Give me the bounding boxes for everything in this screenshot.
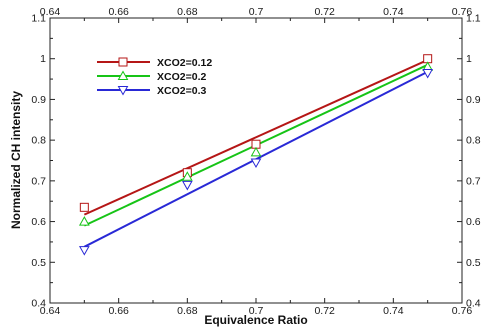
tick-marks bbox=[49, 17, 463, 304]
y-tick-label-left: 0.8 bbox=[31, 135, 46, 147]
y-tick-label-left: 0.7 bbox=[31, 175, 46, 187]
tick-labels: 0.64 0.64 0.66 0.66 0.68 0.68 0.7 0.7 0.72 0.72 0.… bbox=[31, 6, 480, 317]
y-tick-label-right: 1 bbox=[466, 53, 472, 65]
legend-label-series-2: XCO2=0.2 bbox=[157, 71, 206, 83]
data-point-series-2 bbox=[78, 216, 90, 226]
y-axis-title: Normalized CH intensity bbox=[9, 91, 23, 229]
y-tick-label-left: 0.9 bbox=[31, 94, 46, 106]
y-tick-label-right: 0.6 bbox=[466, 216, 481, 228]
data-markers bbox=[78, 54, 434, 256]
x-axis-title: Equivalence Ratio bbox=[204, 313, 307, 327]
y-tick-label-right: 0.9 bbox=[466, 94, 481, 106]
x-tick-label-top: 0.74 bbox=[383, 6, 404, 18]
y-tick-label-left: 1 bbox=[40, 53, 46, 65]
fit-line-series-1 bbox=[83, 59, 429, 216]
legend-label-series-3: XCO2=0.3 bbox=[157, 85, 206, 97]
data-point-series-2 bbox=[181, 171, 193, 181]
x-tick-label-top: 0.68 bbox=[177, 6, 198, 18]
x-tick-label-bottom: 0.68 bbox=[177, 305, 198, 317]
data-point-series-3 bbox=[181, 180, 193, 191]
x-tick-label-top: 0.66 bbox=[108, 6, 129, 18]
x-tick-label-top: 0.76 bbox=[452, 6, 473, 18]
x-tick-label-top: 0.7 bbox=[249, 6, 264, 18]
x-tick-label-top: 0.72 bbox=[314, 6, 335, 18]
x-tick-label-bottom: 0.72 bbox=[314, 305, 335, 317]
y-tick-label-right: 0.5 bbox=[466, 257, 481, 269]
data-point-series-2 bbox=[250, 146, 262, 157]
y-tick-label-left: 1.1 bbox=[31, 13, 46, 25]
y-tick-label-right: 0.7 bbox=[466, 175, 481, 187]
x-tick-label-top: 0.64 bbox=[40, 6, 61, 18]
data-point-series-3 bbox=[250, 158, 262, 169]
y-tick-label-left: 0.6 bbox=[31, 216, 46, 228]
y-tick-label-right: 0.8 bbox=[466, 135, 481, 147]
x-tick-label-bottom: 0.66 bbox=[108, 305, 129, 317]
x-tick-label-bottom: 0.74 bbox=[383, 305, 404, 317]
legend-label-series-1: XCO2=0.12 bbox=[157, 57, 212, 69]
legend-marker-series-3 bbox=[117, 86, 129, 96]
data-point-series-3 bbox=[422, 68, 434, 79]
legend-marker-series-2 bbox=[117, 70, 129, 80]
legend: XCO2=0.12 XCO2=0.2 XCO2=0.3 bbox=[97, 57, 212, 97]
x-tick-label-bottom: 0.7 bbox=[249, 305, 264, 317]
y-tick-label-left: 0.5 bbox=[31, 257, 46, 269]
x-tick-label-bottom: 0.76 bbox=[452, 305, 473, 317]
y-tick-label-left: 0.4 bbox=[31, 298, 46, 310]
legend-marker-series-1 bbox=[118, 57, 128, 67]
data-point-series-1 bbox=[79, 202, 89, 212]
y-tick-label-right: 0.4 bbox=[466, 298, 481, 310]
y-tick-label-right: 1.1 bbox=[466, 13, 481, 25]
x-tick-label-bottom: 0.64 bbox=[40, 305, 61, 317]
data-point-series-3 bbox=[78, 246, 90, 256]
